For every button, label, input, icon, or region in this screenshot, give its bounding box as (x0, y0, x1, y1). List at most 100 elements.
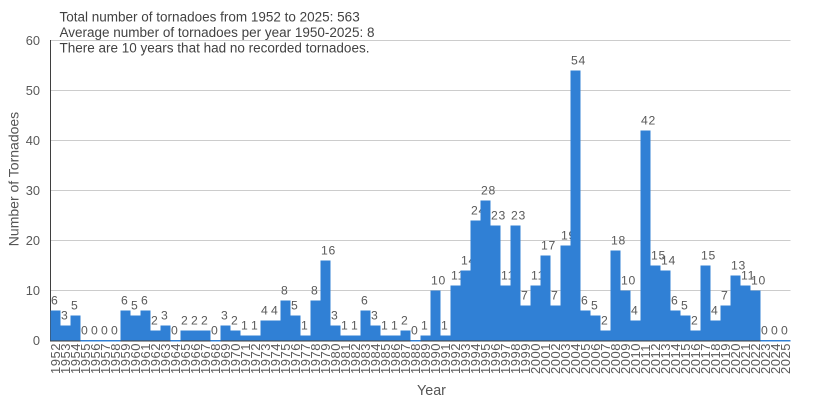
svg-text:1980: 1980 (328, 343, 343, 374)
svg-text:1958: 1958 (108, 343, 123, 374)
svg-text:10: 10 (26, 283, 40, 298)
svg-text:0: 0 (761, 324, 768, 338)
svg-text:5: 5 (131, 299, 138, 313)
svg-text:2017: 2017 (698, 343, 713, 374)
svg-text:0: 0 (171, 324, 178, 338)
svg-text:7: 7 (551, 289, 558, 303)
svg-text:1976: 1976 (288, 343, 303, 374)
svg-text:1975: 1975 (278, 343, 293, 374)
svg-text:28: 28 (481, 184, 496, 198)
svg-text:1984: 1984 (368, 343, 383, 374)
svg-text:11: 11 (741, 269, 755, 283)
svg-text:2: 2 (601, 314, 608, 328)
svg-text:30: 30 (26, 183, 40, 198)
svg-text:8: 8 (281, 284, 288, 298)
svg-text:1989: 1989 (418, 343, 433, 374)
svg-text:2: 2 (181, 314, 188, 328)
svg-text:6: 6 (121, 294, 128, 308)
svg-text:1: 1 (251, 319, 258, 333)
svg-text:2025: 2025 (778, 343, 793, 374)
svg-text:2: 2 (401, 314, 408, 328)
svg-text:0: 0 (33, 333, 40, 348)
svg-text:2016: 2016 (688, 343, 703, 374)
svg-text:1972: 1972 (248, 343, 263, 374)
svg-text:1957: 1957 (98, 343, 113, 374)
svg-text:1952: 1952 (48, 343, 63, 374)
svg-text:1953: 1953 (58, 343, 73, 374)
svg-text:7: 7 (521, 289, 528, 303)
svg-text:0: 0 (91, 324, 98, 338)
svg-text:2019: 2019 (718, 343, 733, 374)
svg-text:15: 15 (651, 249, 666, 263)
svg-text:0: 0 (101, 324, 108, 338)
svg-text:1966: 1966 (188, 343, 203, 374)
svg-text:Total number of tornadoes from: Total number of tornadoes from 1952 to 2… (60, 9, 360, 24)
svg-text:5: 5 (681, 299, 688, 313)
svg-text:1: 1 (391, 319, 398, 333)
svg-text:1955: 1955 (78, 343, 93, 374)
svg-text:1983: 1983 (358, 343, 373, 374)
svg-text:10: 10 (431, 274, 446, 288)
svg-text:2003: 2003 (558, 343, 573, 374)
svg-text:1992: 1992 (448, 343, 463, 374)
svg-text:1: 1 (421, 319, 428, 333)
svg-text:1: 1 (341, 319, 348, 333)
svg-text:42: 42 (641, 114, 656, 128)
svg-text:Average number of tornadoes pe: Average number of tornadoes per year 195… (60, 25, 375, 40)
svg-text:1965: 1965 (178, 343, 193, 374)
svg-text:1977: 1977 (298, 343, 313, 374)
svg-text:6: 6 (361, 294, 368, 308)
svg-text:Year: Year (417, 383, 446, 399)
svg-text:2011: 2011 (638, 344, 653, 374)
svg-text:2022: 2022 (748, 343, 763, 374)
svg-text:1968: 1968 (208, 343, 223, 374)
svg-text:13: 13 (731, 259, 746, 273)
svg-text:1997: 1997 (498, 343, 513, 374)
svg-text:1986: 1986 (388, 343, 403, 374)
svg-text:0: 0 (781, 324, 788, 338)
svg-text:1962: 1962 (148, 343, 163, 374)
svg-text:2024: 2024 (768, 343, 783, 374)
svg-text:3: 3 (331, 309, 338, 323)
svg-text:16: 16 (321, 244, 336, 258)
svg-text:1969: 1969 (218, 343, 233, 374)
svg-text:2018: 2018 (708, 343, 723, 374)
svg-text:2010: 2010 (628, 343, 643, 374)
svg-text:2: 2 (231, 314, 238, 328)
svg-text:2012: 2012 (648, 343, 663, 374)
svg-text:2013: 2013 (658, 343, 673, 374)
svg-text:2008: 2008 (608, 343, 623, 374)
svg-text:4: 4 (261, 304, 268, 318)
svg-text:5: 5 (591, 299, 598, 313)
svg-text:2020: 2020 (728, 343, 743, 374)
svg-text:6: 6 (671, 294, 678, 308)
svg-text:3: 3 (161, 309, 168, 323)
svg-text:1960: 1960 (128, 343, 143, 374)
svg-text:7: 7 (721, 289, 728, 303)
svg-text:1967: 1967 (198, 343, 213, 374)
svg-text:4: 4 (711, 304, 718, 318)
svg-text:6: 6 (51, 294, 58, 308)
svg-text:2007: 2007 (598, 343, 613, 374)
svg-text:2023: 2023 (758, 343, 773, 374)
svg-text:1: 1 (241, 319, 248, 333)
svg-text:3: 3 (371, 309, 378, 323)
svg-text:18: 18 (611, 234, 626, 248)
svg-text:1970: 1970 (228, 343, 243, 374)
svg-text:1973: 1973 (258, 343, 273, 374)
svg-text:3: 3 (221, 309, 228, 323)
svg-text:1988: 1988 (408, 343, 423, 374)
svg-text:1985: 1985 (378, 343, 393, 374)
svg-text:1: 1 (381, 319, 388, 333)
svg-text:50: 50 (26, 83, 40, 98)
svg-text:0: 0 (771, 324, 778, 338)
svg-text:1998: 1998 (508, 343, 523, 374)
svg-text:1956: 1956 (88, 343, 103, 374)
svg-text:2000: 2000 (528, 343, 543, 374)
svg-text:1964: 1964 (168, 343, 183, 374)
svg-text:1959: 1959 (118, 343, 133, 374)
svg-text:2005: 2005 (578, 343, 593, 374)
svg-text:1990: 1990 (428, 343, 443, 374)
svg-text:Number of Tornadoes: Number of Tornadoes (6, 112, 22, 246)
svg-text:23: 23 (491, 209, 506, 223)
